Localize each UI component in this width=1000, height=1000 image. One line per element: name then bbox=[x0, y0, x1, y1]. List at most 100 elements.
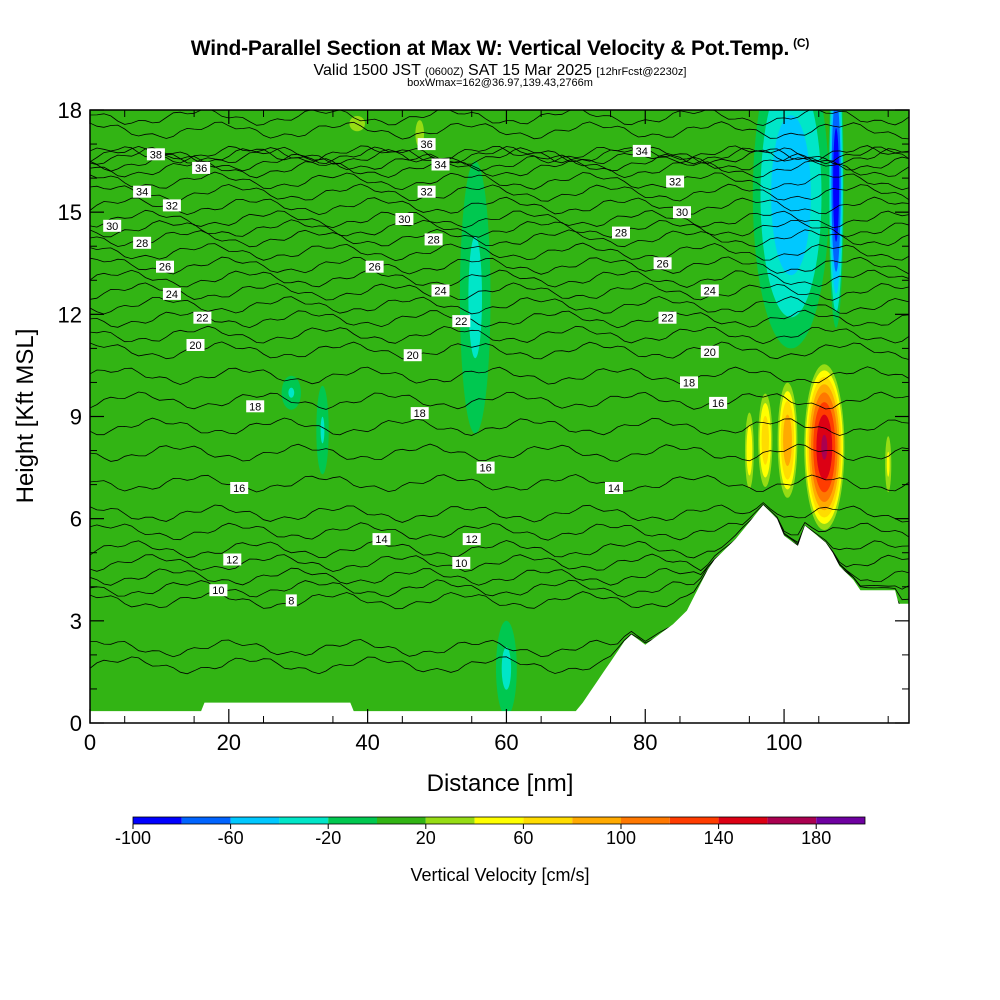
contour-label: 32 bbox=[417, 185, 436, 199]
contour-label-text: 16 bbox=[479, 463, 491, 475]
contour-label-box bbox=[653, 257, 672, 270]
colorbar-swatch bbox=[718, 817, 768, 824]
contour-label-text: 10 bbox=[212, 585, 224, 597]
w-feature-updraft bbox=[804, 364, 845, 531]
colorbar-tick-label: 140 bbox=[704, 828, 734, 848]
contour-label-box bbox=[186, 339, 205, 351]
w-feature-downdraft bbox=[496, 620, 517, 717]
y-tick-label: 3 bbox=[70, 609, 82, 634]
colorbar-tick-label: 100 bbox=[606, 828, 636, 848]
contour-label-text: 10 bbox=[455, 558, 467, 570]
utc-time: (0600Z) bbox=[425, 66, 464, 78]
contour-label: 34 bbox=[133, 185, 152, 199]
colorbar-tick-label: 60 bbox=[513, 828, 533, 848]
pot-temp-contour bbox=[90, 153, 909, 172]
contour-label-box bbox=[431, 284, 450, 297]
contour-label: 30 bbox=[103, 219, 122, 233]
pot-temp-contour bbox=[90, 145, 909, 164]
contour-label: 32 bbox=[666, 175, 685, 189]
contour-label-box bbox=[700, 284, 719, 297]
box-wmax-line: boxWmax=162@36.97,139.43,2766m bbox=[407, 77, 593, 89]
contour-label-text: 24 bbox=[434, 286, 446, 298]
colorbar-swatch bbox=[669, 817, 719, 824]
x-axis-label: Distance [nm] bbox=[427, 770, 574, 797]
contour-label: 18 bbox=[246, 400, 265, 413]
contour-label-text: 12 bbox=[226, 555, 238, 567]
contour-label: 18 bbox=[680, 376, 698, 389]
contour-label-text: 12 bbox=[466, 534, 478, 546]
contour-label-text: 30 bbox=[398, 214, 410, 226]
contour-label-box bbox=[452, 315, 471, 328]
pot-temp-contour bbox=[90, 209, 909, 229]
contour-label-box bbox=[417, 138, 436, 151]
pot-temp-contour bbox=[90, 366, 909, 385]
colorbar-tick-label: -20 bbox=[315, 828, 341, 848]
colorbar-tick-label: -60 bbox=[218, 828, 244, 848]
contour-label-text: 20 bbox=[704, 347, 716, 359]
w-feature-updraft bbox=[885, 436, 892, 493]
vertical-velocity-field bbox=[281, 110, 892, 717]
contour-label-text: 28 bbox=[136, 238, 148, 250]
w-feature-downdraft bbox=[281, 375, 301, 410]
contour-label-box bbox=[192, 161, 211, 174]
w-band bbox=[821, 434, 828, 460]
contour-label: 28 bbox=[133, 236, 152, 250]
colorbar-swatch bbox=[230, 817, 280, 824]
contour-label: 18 bbox=[410, 407, 429, 420]
contour-label-box bbox=[417, 185, 436, 198]
y-axis-label: Height [Kft MSL] bbox=[12, 329, 39, 504]
contour-label-box bbox=[133, 236, 152, 249]
w-feature-updraft bbox=[777, 382, 798, 498]
contour-label-box bbox=[223, 553, 242, 566]
pot-temp-contour bbox=[90, 171, 909, 191]
w-feature-downdraft bbox=[316, 385, 329, 475]
pot-temp-contour bbox=[90, 145, 909, 165]
contour-label-text: 24 bbox=[166, 289, 178, 301]
w-feature-updraft bbox=[758, 393, 773, 487]
pot-temp-contour bbox=[90, 228, 909, 248]
chart-title: Wind-Parallel Section at Max W: Vertical… bbox=[0, 36, 1000, 61]
contour-label: 24 bbox=[700, 284, 719, 298]
contour-label-box bbox=[673, 206, 691, 219]
colorbar-swatch bbox=[572, 817, 621, 824]
contour-label: 26 bbox=[156, 260, 174, 274]
colorbar-swatch bbox=[816, 817, 865, 824]
pot-temp-contour bbox=[90, 110, 909, 126]
w-band bbox=[771, 115, 811, 276]
contour-label: 22 bbox=[452, 315, 471, 328]
contour-label: 38 bbox=[146, 148, 165, 161]
w-feature-downdraft bbox=[828, 110, 844, 328]
contour-label-box bbox=[103, 219, 122, 232]
contour-label-text: 16 bbox=[712, 398, 724, 410]
contour-label: 30 bbox=[395, 213, 414, 226]
contour-label-box bbox=[680, 376, 698, 389]
contour-label-box bbox=[209, 584, 228, 597]
x-tick-label: 20 bbox=[217, 730, 241, 755]
y-tick-label: 9 bbox=[70, 405, 82, 430]
colorbar-swatch bbox=[474, 817, 524, 824]
valid-time: Valid 1500 JST bbox=[313, 62, 421, 79]
contour-label-text: 30 bbox=[676, 207, 688, 219]
colorbar-tick-label: 180 bbox=[801, 828, 831, 848]
valid-date: SAT 15 Mar 2025 bbox=[468, 62, 592, 79]
contour-label: 20 bbox=[700, 345, 719, 359]
y-tick-label: 18 bbox=[58, 98, 82, 123]
pot-temp-contour bbox=[90, 269, 909, 288]
contour-label-box bbox=[452, 556, 471, 569]
contour-label: 10 bbox=[209, 584, 228, 597]
pot-temp-contour bbox=[90, 417, 909, 436]
contour-label-text: 36 bbox=[420, 139, 432, 151]
x-tick-label: 40 bbox=[355, 730, 379, 755]
w-band bbox=[886, 451, 890, 477]
contour-label: 34 bbox=[632, 144, 651, 158]
contour-label: 12 bbox=[462, 533, 481, 546]
contour-label: 16 bbox=[709, 396, 728, 410]
contour-label: 36 bbox=[192, 161, 211, 175]
contour-label-text: 14 bbox=[608, 483, 620, 495]
colorbar-swatch bbox=[377, 817, 426, 824]
valid-time-line: Valid 1500 JST (0600Z) SAT 15 Mar 2025 [… bbox=[0, 62, 1000, 80]
contour-label: 28 bbox=[424, 233, 443, 246]
pot-temp-contour bbox=[90, 503, 909, 541]
